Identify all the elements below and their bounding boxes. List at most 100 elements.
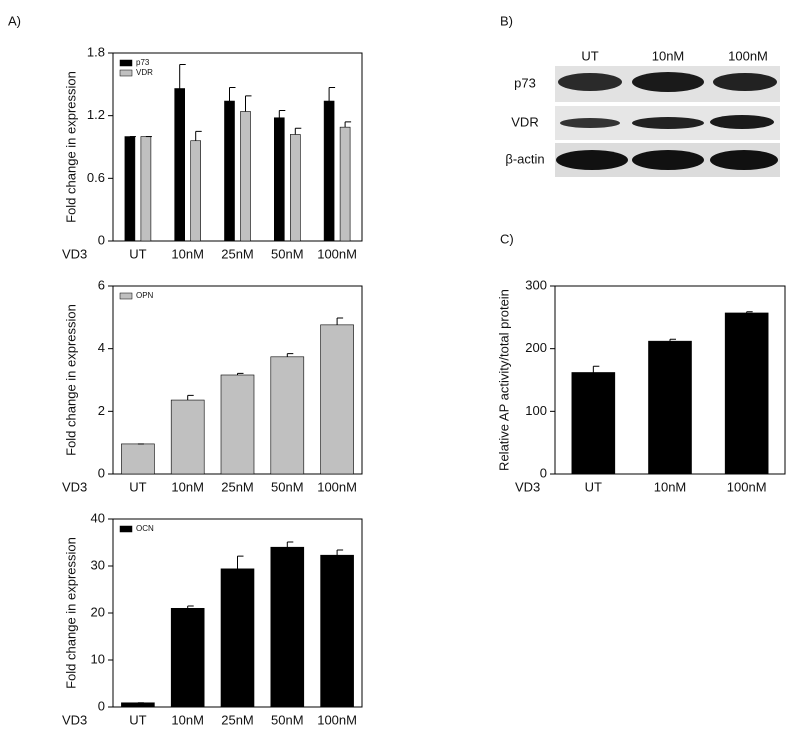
y-axis-label: Fold change in expression: [63, 537, 78, 689]
bar: [339, 126, 351, 242]
bar: [323, 100, 335, 242]
x-axis-label: VD3: [515, 479, 540, 494]
error-bar: [237, 555, 244, 569]
panel-label: C): [500, 231, 514, 246]
band: [558, 73, 622, 91]
panel-label: A): [8, 13, 21, 28]
x-tick-label: 100nM: [317, 712, 357, 727]
y-tick-label: 1.8: [87, 44, 105, 59]
legend-label: OPN: [136, 291, 154, 300]
legend-label: OCN: [136, 524, 154, 533]
bar: [648, 340, 692, 475]
bar: [270, 356, 305, 475]
band: [632, 150, 704, 170]
band: [713, 73, 777, 91]
y-tick-label: 0: [540, 465, 547, 480]
bar: [121, 702, 155, 708]
error-bar: [187, 394, 194, 401]
lane-label: 100nM: [728, 48, 768, 63]
y-axis-label: Fold change in expression: [63, 304, 78, 456]
band: [632, 72, 704, 92]
bar: [190, 140, 201, 242]
y-tick-label: 40: [91, 510, 105, 525]
band: [560, 118, 620, 128]
western-blot: UT 10nM 100nM p73 VDR β-actin: [505, 48, 780, 177]
bar: [224, 100, 235, 242]
y-tick-label: 1.2: [87, 107, 105, 122]
x-tick-label: 100nM: [727, 479, 767, 494]
y-tick-label: 200: [525, 340, 547, 355]
y-tick-label: 0: [98, 698, 105, 713]
y-tick-label: 0.6: [87, 170, 105, 185]
x-tick-label: 25nM: [221, 712, 254, 727]
row-label: p73: [514, 75, 536, 90]
lane-label: UT: [581, 48, 598, 63]
y-tick-label: 0: [98, 232, 105, 247]
y-tick-label: 4: [98, 340, 105, 355]
band: [556, 150, 628, 170]
error-bar: [286, 541, 294, 548]
x-tick-label: 50nM: [271, 712, 304, 727]
x-tick-label: UT: [129, 712, 146, 727]
x-tick-label: 10nM: [171, 712, 204, 727]
plot-frame: [112, 52, 363, 242]
bar: [220, 374, 255, 475]
bar: [320, 554, 354, 708]
bar: [121, 443, 155, 475]
x-tick-label: 100nM: [317, 246, 357, 261]
bar: [320, 324, 354, 475]
row-label: VDR: [511, 114, 538, 129]
x-axis-label: VD3: [62, 479, 87, 494]
error-bar: [746, 311, 753, 313]
x-tick-label: 25nM: [221, 479, 254, 494]
legend-swatch: [119, 525, 133, 533]
legend-label: p73: [136, 58, 150, 67]
bar: [270, 546, 305, 708]
bar: [124, 136, 136, 242]
bar: [289, 134, 301, 242]
legend-swatch: [119, 292, 133, 300]
bar: [174, 88, 185, 242]
y-tick-label: 20: [91, 604, 105, 619]
legend-label: VDR: [136, 68, 153, 77]
y-tick-label: 2: [98, 403, 105, 418]
x-axis-label: VD3: [62, 246, 87, 261]
x-tick-label: 10nM: [654, 479, 687, 494]
band: [710, 115, 774, 129]
y-axis-label: Relative AP activity/total protein: [496, 289, 511, 471]
error-bar: [669, 338, 676, 342]
bar: [273, 117, 285, 242]
error-bar: [195, 130, 202, 141]
error-bar: [336, 317, 344, 325]
bar: [140, 136, 152, 242]
x-tick-label: 25nM: [221, 246, 254, 261]
band: [710, 150, 778, 170]
lane-label: 10nM: [652, 48, 685, 63]
error-bar: [229, 86, 236, 102]
x-tick-label: 10nM: [171, 479, 204, 494]
bar: [724, 312, 769, 475]
error-bar: [237, 372, 244, 375]
error-bar: [245, 95, 252, 112]
error-bar: [286, 353, 294, 357]
x-tick-label: UT: [585, 479, 602, 494]
legend-swatch: [119, 59, 133, 67]
x-tick-label: 10nM: [171, 246, 204, 261]
y-tick-label: 100: [525, 403, 547, 418]
y-tick-label: 10: [91, 651, 105, 666]
legend-swatch: [119, 69, 133, 77]
bar: [571, 372, 616, 475]
band: [632, 117, 704, 129]
x-tick-label: UT: [129, 246, 146, 261]
error-bar: [344, 121, 352, 128]
error-bar: [336, 549, 344, 556]
x-tick-label: 50nM: [271, 246, 304, 261]
bar: [170, 399, 205, 475]
bar: [170, 607, 205, 708]
error-bar: [294, 127, 302, 135]
x-axis-label: VD3: [62, 712, 87, 727]
row-label: β-actin: [505, 151, 544, 166]
y-tick-label: 300: [525, 277, 547, 292]
panel-label: B): [500, 13, 513, 28]
error-bar: [328, 86, 336, 102]
